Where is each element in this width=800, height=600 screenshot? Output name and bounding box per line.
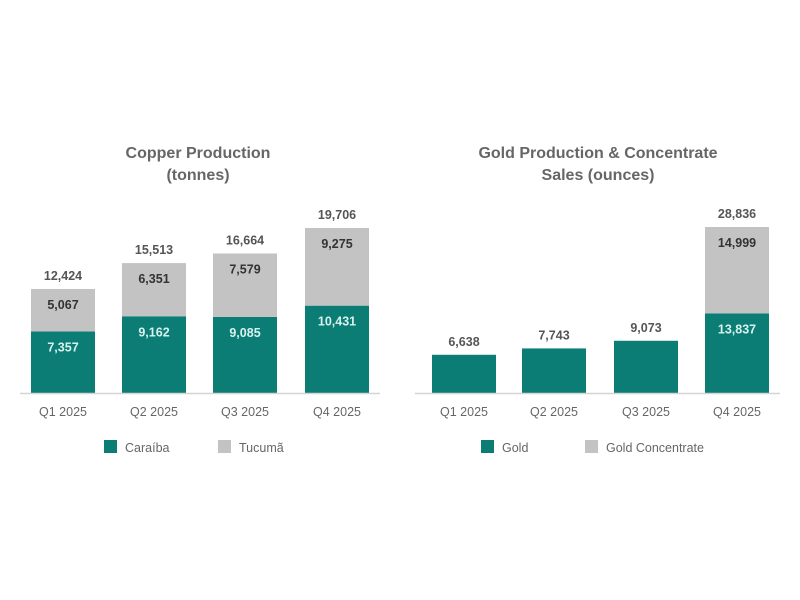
legend-swatch xyxy=(104,440,117,453)
legend-label: Gold xyxy=(502,441,528,455)
bar-tucum--4 xyxy=(305,228,369,306)
data-label: 6,351 xyxy=(138,272,169,286)
total-label: 15,513 xyxy=(135,243,173,257)
chart-title: Sales (ounces) xyxy=(542,167,655,184)
total-label: 7,743 xyxy=(538,328,569,342)
x-tick-label: Q4 2025 xyxy=(313,405,361,419)
x-tick-label: Q4 2025 xyxy=(713,405,761,419)
data-label: 7,357 xyxy=(47,340,78,354)
chart-title: Copper Production xyxy=(126,145,271,162)
bar-gold-1 xyxy=(432,354,496,393)
data-label: 10,431 xyxy=(318,315,356,329)
legend-swatch xyxy=(218,440,231,453)
data-label: 7,579 xyxy=(229,262,260,276)
total-label: 9,073 xyxy=(630,321,661,335)
data-label: 5,067 xyxy=(47,298,78,312)
x-tick-label: Q2 2025 xyxy=(130,405,178,419)
total-label: 19,706 xyxy=(318,208,356,222)
x-tick-label: Q3 2025 xyxy=(221,405,269,419)
x-tick-label: Q3 2025 xyxy=(622,405,670,419)
x-tick-label: Q1 2025 xyxy=(440,405,488,419)
bar-gold-2 xyxy=(522,348,586,393)
bar-tucum--3 xyxy=(213,253,277,317)
legend-swatch xyxy=(585,440,598,453)
chart-title: (tonnes) xyxy=(166,167,229,184)
data-label: 9,275 xyxy=(321,237,352,251)
data-label: 9,162 xyxy=(138,325,169,339)
bar-tucum--1 xyxy=(31,288,95,332)
legend-label: Gold Concentrate xyxy=(606,441,704,455)
data-label: 14,999 xyxy=(718,236,756,250)
bar-cara-ba-1 xyxy=(31,331,95,393)
bar-gold-concentrate-4 xyxy=(705,227,769,314)
total-label: 16,664 xyxy=(226,233,264,247)
bar-tucum--2 xyxy=(122,263,186,317)
total-label: 6,638 xyxy=(448,335,479,349)
x-tick-label: Q2 2025 xyxy=(530,405,578,419)
bar-gold-4 xyxy=(705,313,769,393)
total-label: 12,424 xyxy=(44,269,82,283)
bar-gold-3 xyxy=(614,340,678,393)
chart-title: Gold Production & Concentrate xyxy=(478,145,717,162)
bar-cara-ba-2 xyxy=(122,316,186,393)
data-label: 13,837 xyxy=(718,322,756,336)
legend-label: Caraíba xyxy=(125,441,170,455)
bar-cara-ba-3 xyxy=(213,316,277,393)
bar-cara-ba-4 xyxy=(305,305,369,393)
data-label: 9,085 xyxy=(229,326,260,340)
x-tick-label: Q1 2025 xyxy=(39,405,87,419)
legend-label: Tucumã xyxy=(239,441,284,455)
legend-swatch xyxy=(481,440,494,453)
total-label: 28,836 xyxy=(718,207,756,221)
